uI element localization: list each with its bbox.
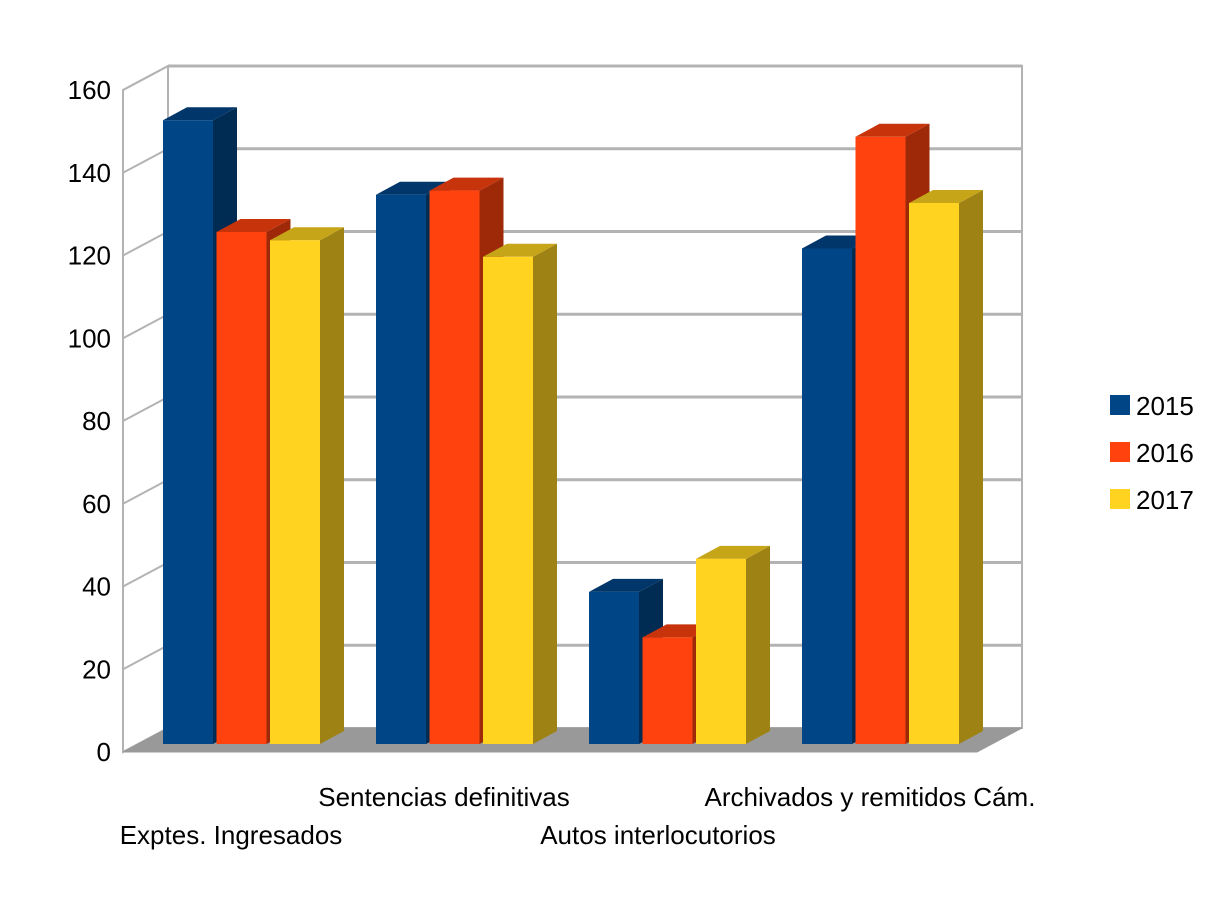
bar-front: [855, 136, 906, 745]
bar-front: [483, 256, 533, 744]
x-category-label: Archivados y remitidos Cám.: [705, 782, 1036, 812]
y-tick-label: 40: [82, 572, 111, 602]
y-axis-ticks: 0 20 40 60 80 100 120 140 160: [68, 75, 111, 767]
gridline-side: [122, 313, 169, 340]
gridline-side: [122, 147, 169, 174]
bar-front: [270, 240, 320, 744]
legend-label: 2017: [1136, 485, 1194, 515]
legend-item: 2016: [1110, 438, 1194, 468]
bar-side: [320, 227, 344, 745]
x-category-label: Sentencias definitivas: [318, 782, 569, 812]
bar-front: [429, 190, 480, 744]
x-axis-labels: Exptes. Ingresados Sentencias definitivas…: [120, 782, 1036, 850]
bar-front: [589, 591, 639, 744]
gridline-side: [122, 644, 169, 671]
gridline-side: [122, 65, 169, 91]
legend-swatch: [1110, 395, 1130, 415]
bar-front: [376, 194, 426, 744]
gridline-side: [122, 396, 169, 422]
bar-front: [909, 202, 959, 745]
y-tick-label: 100: [68, 323, 111, 353]
bar-top: [589, 578, 663, 592]
x-category-label: Autos interlocutorios: [540, 820, 776, 850]
gridline-side: [122, 230, 169, 257]
bar-top: [429, 177, 504, 191]
legend-swatch: [1110, 489, 1130, 509]
x-category-label: Exptes. Ingresados: [120, 820, 343, 850]
bars: [163, 107, 983, 745]
bar-side: [533, 243, 557, 744]
bar-top: [696, 545, 770, 559]
bar-front: [216, 231, 267, 744]
y-tick-label: 20: [82, 654, 111, 684]
y-tick-label: 0: [97, 737, 111, 767]
bar-side: [959, 189, 983, 745]
bar-front: [802, 248, 852, 744]
gridline-side: [122, 478, 169, 505]
bar-side: [746, 545, 770, 744]
bar-front: [642, 637, 693, 744]
y-tick-label: 160: [68, 75, 111, 105]
bar-front: [163, 120, 213, 745]
y-tick-label: 140: [68, 158, 111, 188]
bar-top: [909, 189, 983, 203]
bar-top: [163, 107, 237, 121]
bar-front: [696, 558, 746, 744]
floor: [122, 727, 1023, 753]
legend-swatch: [1110, 442, 1130, 462]
bar-top: [216, 218, 291, 232]
bar: [696, 545, 770, 744]
y-tick-label: 120: [68, 241, 111, 271]
bar-top: [483, 243, 557, 257]
legend-item: 2015: [1110, 391, 1194, 421]
bar-top: [855, 123, 930, 137]
bar: [483, 243, 557, 744]
bar-top: [270, 227, 344, 241]
legend-label: 2016: [1136, 438, 1194, 468]
legend-item: 2017: [1110, 485, 1194, 515]
gridline-side: [122, 561, 169, 588]
legend-label: 2015: [1136, 391, 1194, 421]
y-tick-label: 80: [82, 406, 111, 436]
legend: 2015 2016 2017: [1110, 391, 1194, 515]
y-tick-label: 60: [82, 489, 111, 519]
bar: [270, 227, 344, 745]
bar: [909, 189, 983, 745]
